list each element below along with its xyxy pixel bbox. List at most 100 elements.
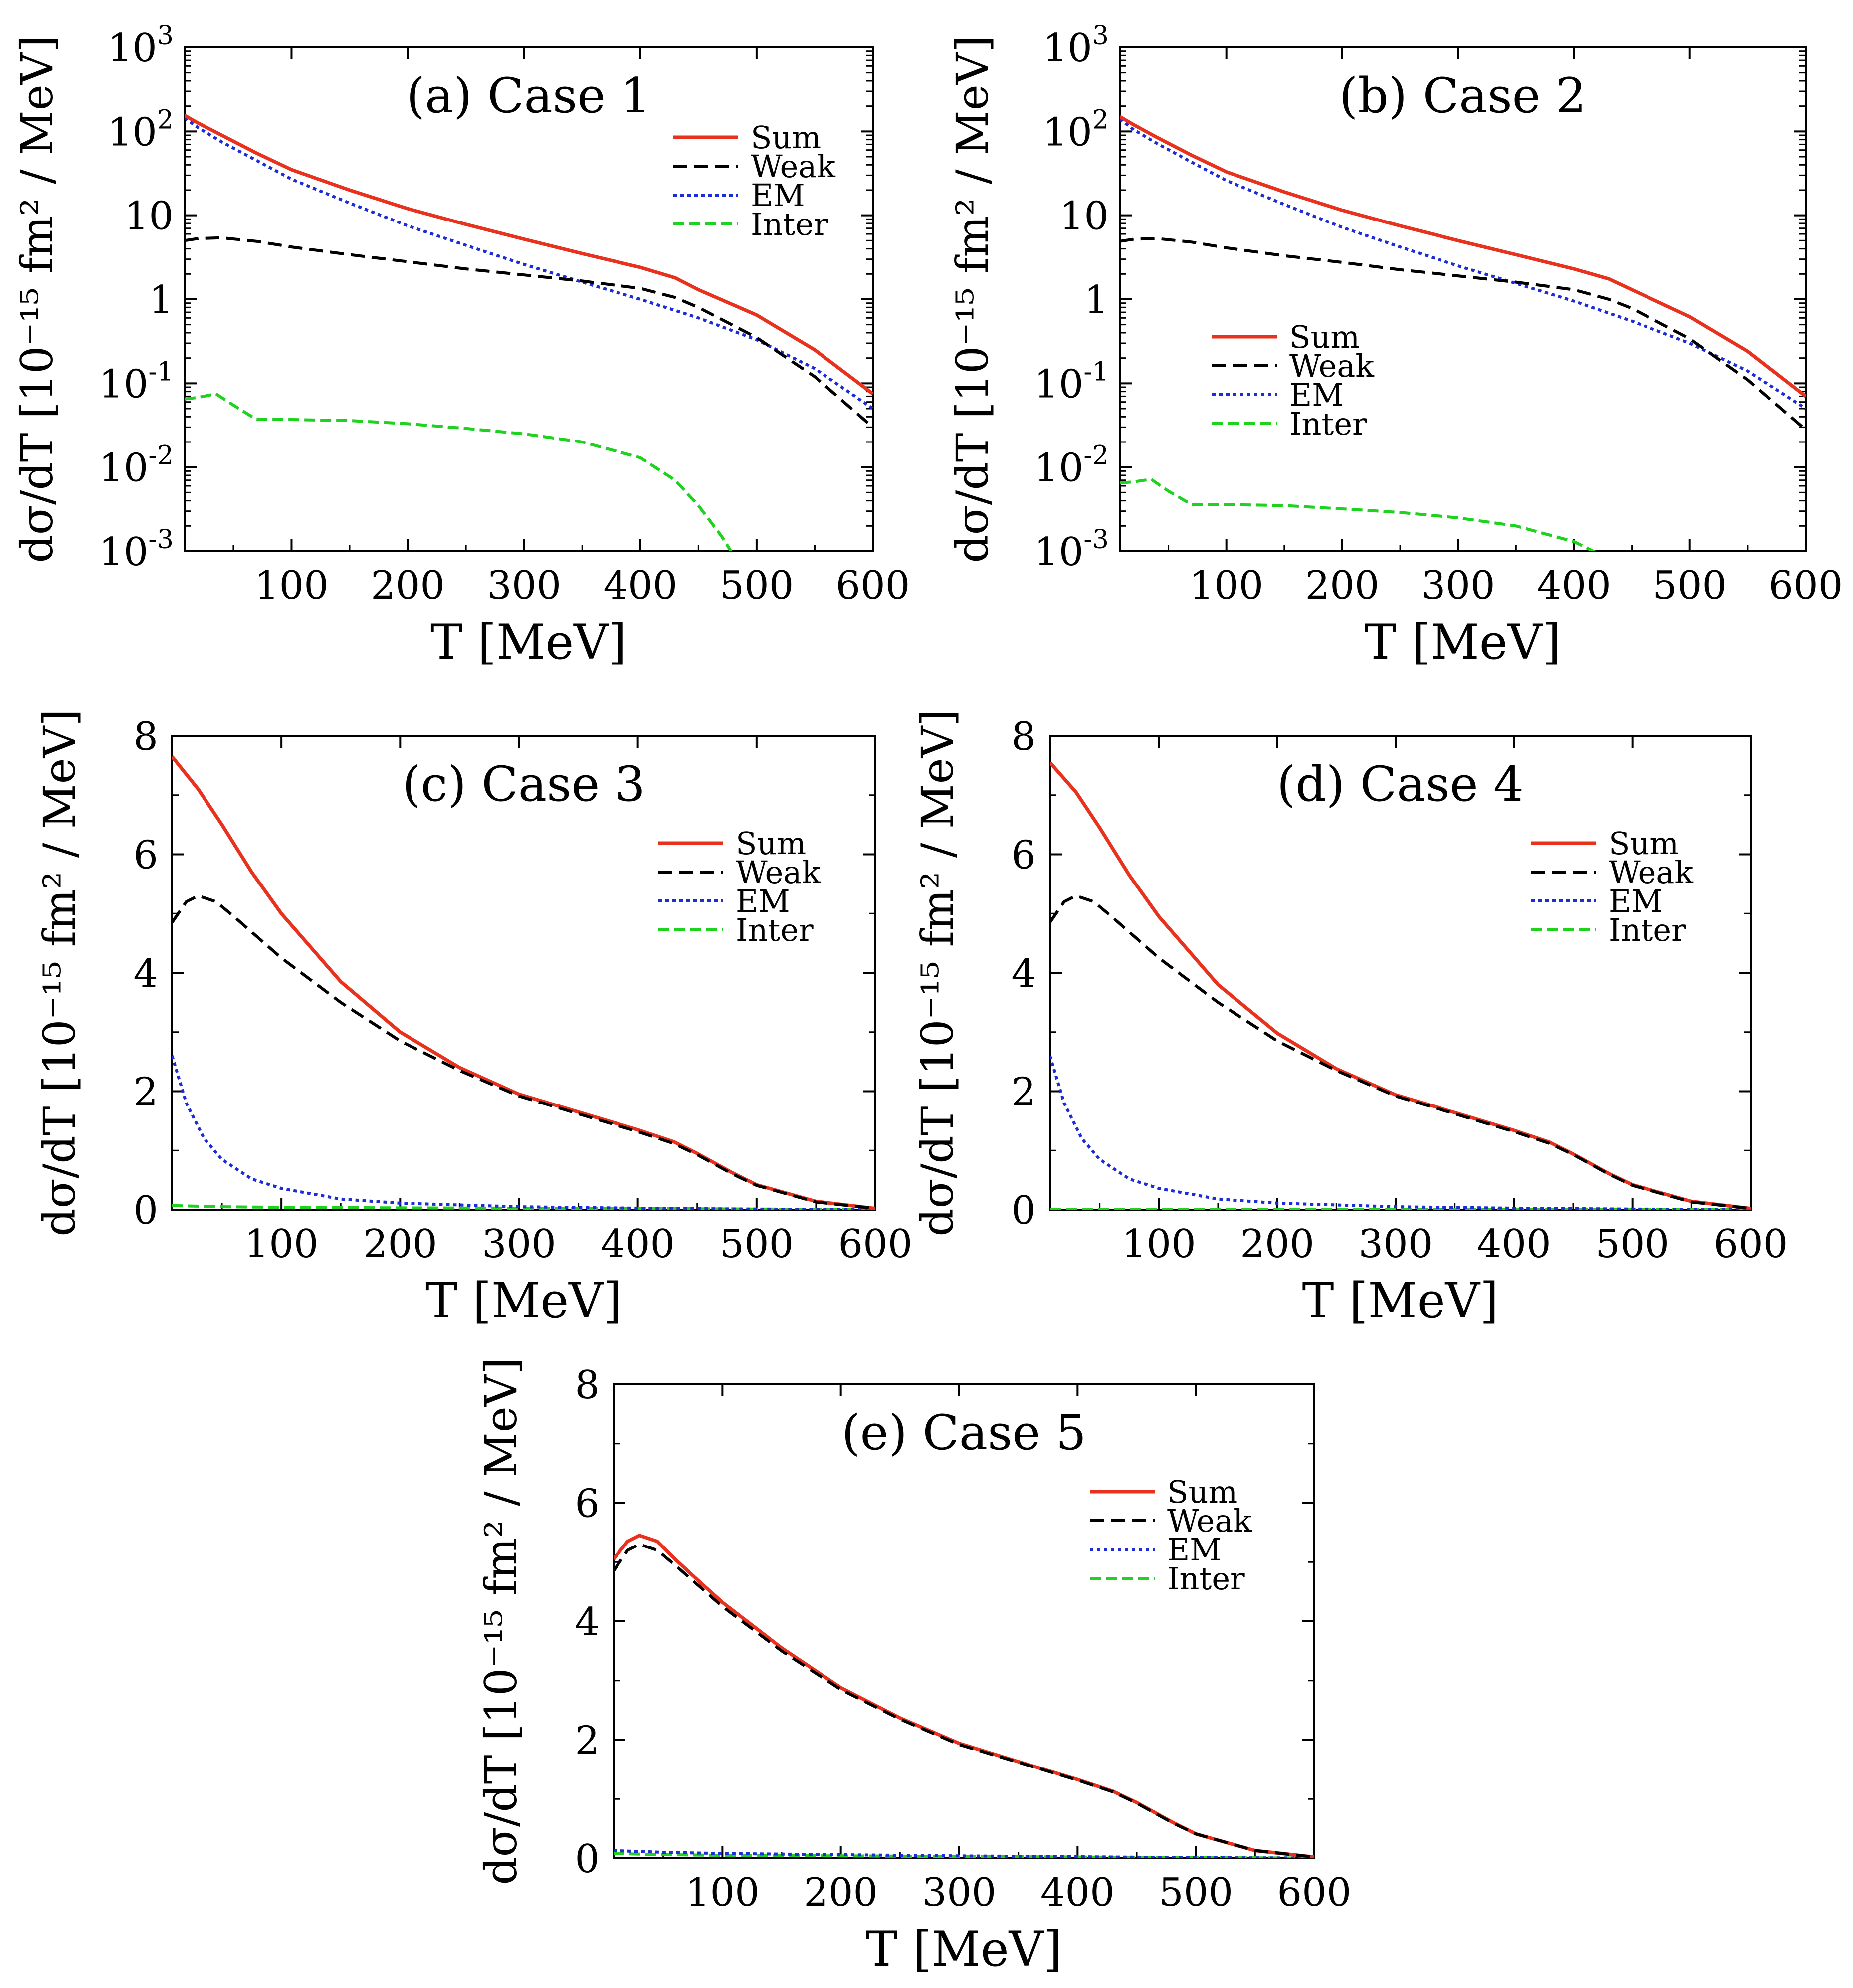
y-axis-label: dσ/dT [10⁻¹⁵ fm² / MeV] (475, 1357, 527, 1885)
series-line-em (1120, 118, 1806, 410)
y-tick-label: 2 (133, 1070, 158, 1115)
x-tick-label: 300 (922, 1870, 997, 1915)
y-tick-label: 8 (133, 714, 158, 759)
x-axis-label: T [MeV] (425, 1273, 622, 1328)
y-tick-label: 10-2 (99, 441, 174, 491)
series-line-sum (1120, 115, 1806, 398)
series-line-em (1050, 1055, 1751, 1210)
panel-title: (a) Case 1 (406, 68, 651, 124)
legend-label-em: EM (1609, 883, 1663, 919)
x-axis-label: T [MeV] (1302, 1273, 1499, 1328)
y-tick-label: 10 (124, 194, 174, 239)
x-tick-label: 600 (838, 1222, 913, 1267)
y-tick-label: 4 (133, 951, 158, 996)
x-tick-label: 400 (601, 1222, 675, 1267)
y-tick-label: 1 (1084, 278, 1109, 323)
x-tick-label: 500 (719, 1222, 794, 1267)
x-tick-label: 400 (1537, 563, 1611, 608)
x-tick-label: 100 (254, 563, 329, 608)
y-tick-label: 10-3 (1034, 525, 1109, 575)
x-tick-label: 200 (371, 563, 445, 608)
series-line-weak (1120, 237, 1806, 431)
y-tick-label: 6 (133, 833, 158, 878)
x-tick-label: 100 (685, 1870, 760, 1915)
y-tick-label: 0 (1011, 1188, 1036, 1233)
y-tick-label: 10-1 (99, 357, 174, 407)
y-tick-label: 10-3 (99, 525, 174, 575)
x-axis-label: T [MeV] (430, 614, 627, 670)
x-tick-label: 500 (1159, 1870, 1233, 1915)
y-axis-label: dσ/dT [10⁻¹⁵ fm² / MeV] (34, 709, 85, 1236)
series-line-sum (614, 1534, 1314, 1858)
y-tick-label: 2 (1011, 1070, 1036, 1115)
series-line-em (614, 1849, 1314, 1858)
series-line-weak (185, 236, 873, 429)
series-line-em (172, 1055, 875, 1210)
y-tick-label: 0 (575, 1837, 600, 1882)
series-group (172, 755, 875, 1210)
x-tick-label: 400 (1040, 1870, 1115, 1915)
x-tick-label: 200 (1240, 1222, 1314, 1267)
panel-title: (d) Case 4 (1277, 756, 1524, 812)
chart-panel-4: 100 200 300 400 500 600 0 2 4 6 8 T [MeV] dσ/dT [10⁻… (912, 709, 1788, 1328)
x-axis-label: T [MeV] (1365, 614, 1561, 670)
y-tick-label: 2 (575, 1719, 600, 1764)
y-tick-label: 10-1 (1034, 357, 1109, 407)
y-tick-label: 103 (1043, 21, 1109, 71)
y-tick-label: 4 (1011, 951, 1036, 996)
legend-label-weak: Weak (736, 854, 821, 890)
x-tick-label: 400 (1477, 1222, 1551, 1267)
series-group (185, 114, 873, 551)
chart-panel-1: 100 200 300 400 500 600 10-3 10-2 10-1 1 10 102 103 T… (11, 21, 910, 670)
x-tick-label: 600 (1714, 1222, 1788, 1267)
legend-label-inter: Inter (1167, 1560, 1245, 1597)
chart-panel-5: 100 200 300 400 500 600 0 2 4 6 8 T [MeV] dσ/dT [10⁻… (475, 1357, 1351, 1977)
legend-label-sum: Sum (751, 119, 821, 156)
y-tick-label: 102 (1043, 105, 1109, 155)
panel-title: (c) Case 3 (402, 756, 645, 812)
series-group (1120, 115, 1806, 551)
legend-label-inter: Inter (1289, 406, 1367, 442)
x-tick-label: 500 (1652, 563, 1727, 608)
series-group (1050, 761, 1751, 1210)
panel-title: (e) Case 5 (841, 1405, 1086, 1461)
legend-label-sum: Sum (1167, 1474, 1237, 1510)
x-axis-label: T [MeV] (866, 1921, 1062, 1977)
x-tick-label: 200 (363, 1222, 437, 1267)
x-tick-label: 300 (1359, 1222, 1433, 1267)
y-axis-label: dσ/dT [10⁻¹⁵ fm² / MeV] (912, 709, 963, 1236)
series-line-inter (1120, 477, 1597, 551)
x-tick-label: 300 (487, 563, 561, 608)
x-tick-label: 100 (244, 1222, 319, 1267)
chart-panel-3: 100 200 300 400 500 600 0 2 4 6 8 T [MeV] dσ/dT [10⁻… (34, 709, 912, 1328)
legend-label-weak: Weak (1167, 1503, 1252, 1539)
y-tick-label: 10 (1059, 194, 1109, 239)
legend-label-inter: Inter (736, 912, 814, 948)
series-line-inter (172, 1204, 875, 1210)
legend-label-weak: Weak (1289, 348, 1374, 384)
legend-label-weak: Weak (751, 148, 835, 185)
x-tick-label: 600 (1277, 1870, 1352, 1915)
legend-label-sum: Sum (1289, 319, 1360, 355)
series-group (614, 1534, 1314, 1858)
series-line-em (185, 116, 873, 410)
y-tick-label: 8 (575, 1363, 600, 1408)
x-tick-label: 100 (1122, 1222, 1196, 1267)
y-tick-label: 103 (108, 21, 174, 71)
x-tick-label: 300 (1421, 563, 1495, 608)
y-tick-label: 1 (149, 278, 174, 323)
y-tick-label: 6 (575, 1482, 600, 1527)
y-axis-label: dσ/dT [10⁻¹⁵ fm² / MeV] (11, 35, 63, 563)
legend-label-em: EM (1289, 377, 1344, 413)
y-tick-label: 10-2 (1034, 441, 1109, 491)
x-tick-label: 200 (804, 1870, 878, 1915)
y-tick-label: 0 (133, 1188, 158, 1233)
x-tick-label: 600 (836, 563, 910, 608)
legend-label-inter: Inter (751, 206, 828, 242)
y-axis-label: dσ/dT [10⁻¹⁵ fm² / MeV] (947, 35, 998, 563)
